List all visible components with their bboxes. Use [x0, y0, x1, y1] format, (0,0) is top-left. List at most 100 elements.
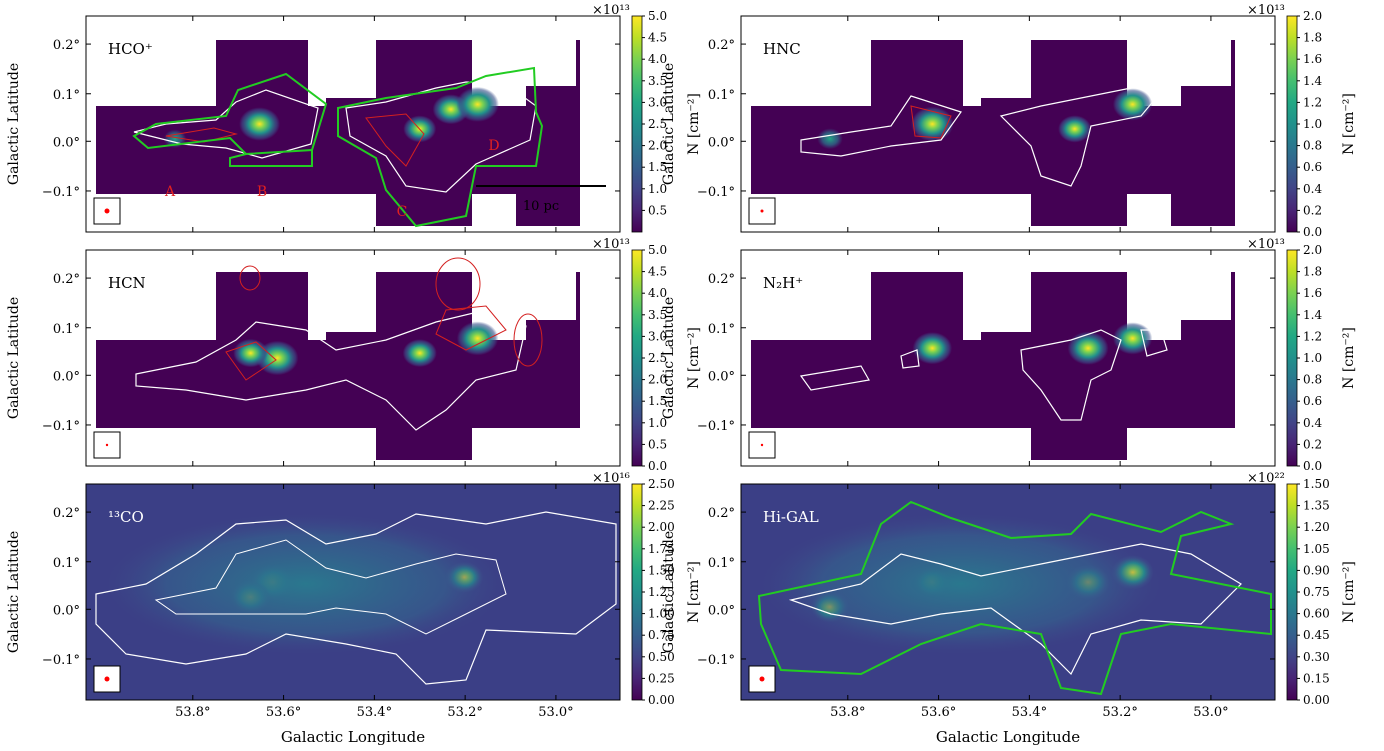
colorbar-tick-label: 0.30 — [1303, 650, 1330, 664]
y-tick-label: −0.1° — [42, 185, 80, 200]
colorbar-tick-label: 1.2 — [1303, 95, 1322, 109]
colorbar-multiplier: ×10¹³ — [592, 3, 630, 18]
colorbar-tick-label: 0.4 — [1303, 416, 1322, 430]
emission-peak — [233, 338, 269, 368]
colorbar-tick-label: 0.0 — [1303, 459, 1322, 473]
colorbar-tick-label: 1.20 — [1303, 520, 1330, 534]
colorbar-multiplier: ×10¹³ — [592, 237, 630, 252]
exclusion-ellipse-large — [435, 257, 481, 311]
colorbar-tick-label: 1.0 — [648, 416, 667, 430]
colorbar-label: N [cm⁻²] — [1341, 561, 1357, 623]
x-tick-label: 53.0° — [538, 705, 573, 720]
colorbar-tick-label: 0.6 — [1303, 394, 1322, 408]
colorbar-tick-label: 4.5 — [648, 265, 667, 279]
map-footprint — [751, 40, 1235, 226]
y-tick-label: 0.2° — [53, 38, 80, 53]
region-label: A — [164, 184, 176, 200]
colorbar-tick-label: 1.6 — [1303, 52, 1322, 66]
exclusion-ellipse-right — [513, 313, 543, 367]
colorbar-tick-label: 0.00 — [1303, 693, 1330, 707]
colorbar-tick-label: 1.00 — [648, 607, 675, 621]
colorbar-tick-label: 1.8 — [1303, 31, 1322, 45]
x-tick-label: 53.4° — [1012, 705, 1047, 720]
colorbar-tick-label: 3.5 — [648, 74, 667, 88]
y-tick-label: 0.1° — [708, 556, 735, 571]
colorbar-tick-label: 3.5 — [648, 308, 667, 322]
colorbar — [1286, 249, 1298, 467]
colorbar-tick-label: 0.75 — [648, 628, 675, 642]
panel-hcn — [85, 249, 621, 467]
colorbar-tick-label: 1.5 — [648, 160, 667, 174]
colorbar-tick-label: 1.0 — [1303, 117, 1322, 131]
emission-peak — [912, 332, 953, 365]
colorbar — [631, 249, 643, 467]
panel-higal — [740, 483, 1276, 701]
colorbar-tick-label: 2.50 — [648, 477, 675, 491]
colorbar-tick-label: 2.00 — [648, 520, 675, 534]
panel-hcop — [85, 15, 621, 233]
x-tick-label: 53.2° — [1102, 705, 1137, 720]
colorbar-tick-label: 1.5 — [648, 394, 667, 408]
species-label: HCN — [108, 274, 146, 292]
colorbar-label: N [cm⁻²] — [686, 561, 702, 623]
colorbar-tick-label: 1.4 — [1303, 74, 1322, 88]
colorbar-tick-label: 0.0 — [1303, 225, 1322, 239]
colorbar-tick-label: 2.5 — [648, 351, 667, 365]
y-axis-label: Galactic Latitude — [6, 297, 22, 419]
colorbar-tick-label: 2.5 — [648, 117, 667, 131]
panel-n2hp — [740, 249, 1276, 467]
colorbar-tick-label: 0.60 — [1303, 607, 1330, 621]
colorbar-tick-label: 3.0 — [648, 329, 667, 343]
colorbar-tick-label: 0.15 — [1303, 671, 1330, 685]
colorbar-tick-label: 0.50 — [648, 650, 675, 664]
colorbar-tick-label: 0.5 — [648, 437, 667, 451]
colorbar-tick-label: 2.0 — [1303, 9, 1322, 23]
scale-bar-label: 10 pc — [523, 199, 559, 214]
y-tick-label: 0.1° — [53, 322, 80, 337]
contour-white-outer — [133, 81, 537, 193]
colorbar-tick-label: 0.25 — [648, 671, 675, 685]
y-tick-label: −0.1° — [42, 419, 80, 434]
colorbar-tick-label: 1.6 — [1303, 286, 1322, 300]
colorbar-multiplier: ×10²² — [1247, 471, 1285, 486]
region-label: C — [397, 204, 408, 220]
colorbar-tick-label: 0.00 — [648, 693, 675, 707]
colorbar-tick-label: 1.0 — [648, 182, 667, 196]
colorbar-tick-label: 0.6 — [1303, 160, 1322, 174]
y-tick-label: 0.1° — [708, 322, 735, 337]
colorbar-tick-label: 4.0 — [648, 52, 667, 66]
colorbar-tick-label: 5.0 — [648, 243, 667, 257]
y-tick-label: 0.0° — [53, 603, 80, 618]
y-tick-label: 0.0° — [708, 135, 735, 150]
beam-dot — [104, 676, 110, 682]
contour-red — [165, 113, 425, 167]
colorbar-tick-label: 1.25 — [648, 585, 675, 599]
colorbar — [631, 483, 643, 701]
emission-peak — [1112, 88, 1153, 121]
contour-white — [800, 85, 1163, 187]
y-tick-label: 0.0° — [53, 135, 80, 150]
colorbar — [1286, 15, 1298, 233]
map-footprint — [751, 272, 1235, 460]
colorbar-label: N [cm⁻²] — [1341, 327, 1357, 389]
y-tick-label: 0.1° — [708, 88, 735, 103]
colorbar-label: N [cm⁻²] — [686, 327, 702, 389]
y-tick-label: 0.2° — [708, 506, 735, 521]
region-outline-green — [132, 66, 544, 228]
region-outline-green — [757, 500, 1272, 696]
colorbar-tick-label: 0.45 — [1303, 628, 1330, 642]
map-footprint — [96, 272, 580, 460]
y-tick-label: 0.2° — [53, 506, 80, 521]
x-tick-label: 53.4° — [357, 705, 392, 720]
colorbar-tick-label: 5.0 — [648, 9, 667, 23]
beam-dot — [760, 443, 764, 447]
x-tick-label: 53.6° — [921, 705, 956, 720]
y-tick-label: 0.2° — [53, 272, 80, 287]
colorbar-tick-label: 1.35 — [1303, 499, 1330, 513]
colorbar-tick-label: 4.5 — [648, 31, 667, 45]
colorbar-tick-label: 2.0 — [1303, 243, 1322, 257]
beam-dot — [104, 208, 110, 214]
panel-13co — [85, 483, 621, 701]
y-tick-label: 0.0° — [53, 369, 80, 384]
